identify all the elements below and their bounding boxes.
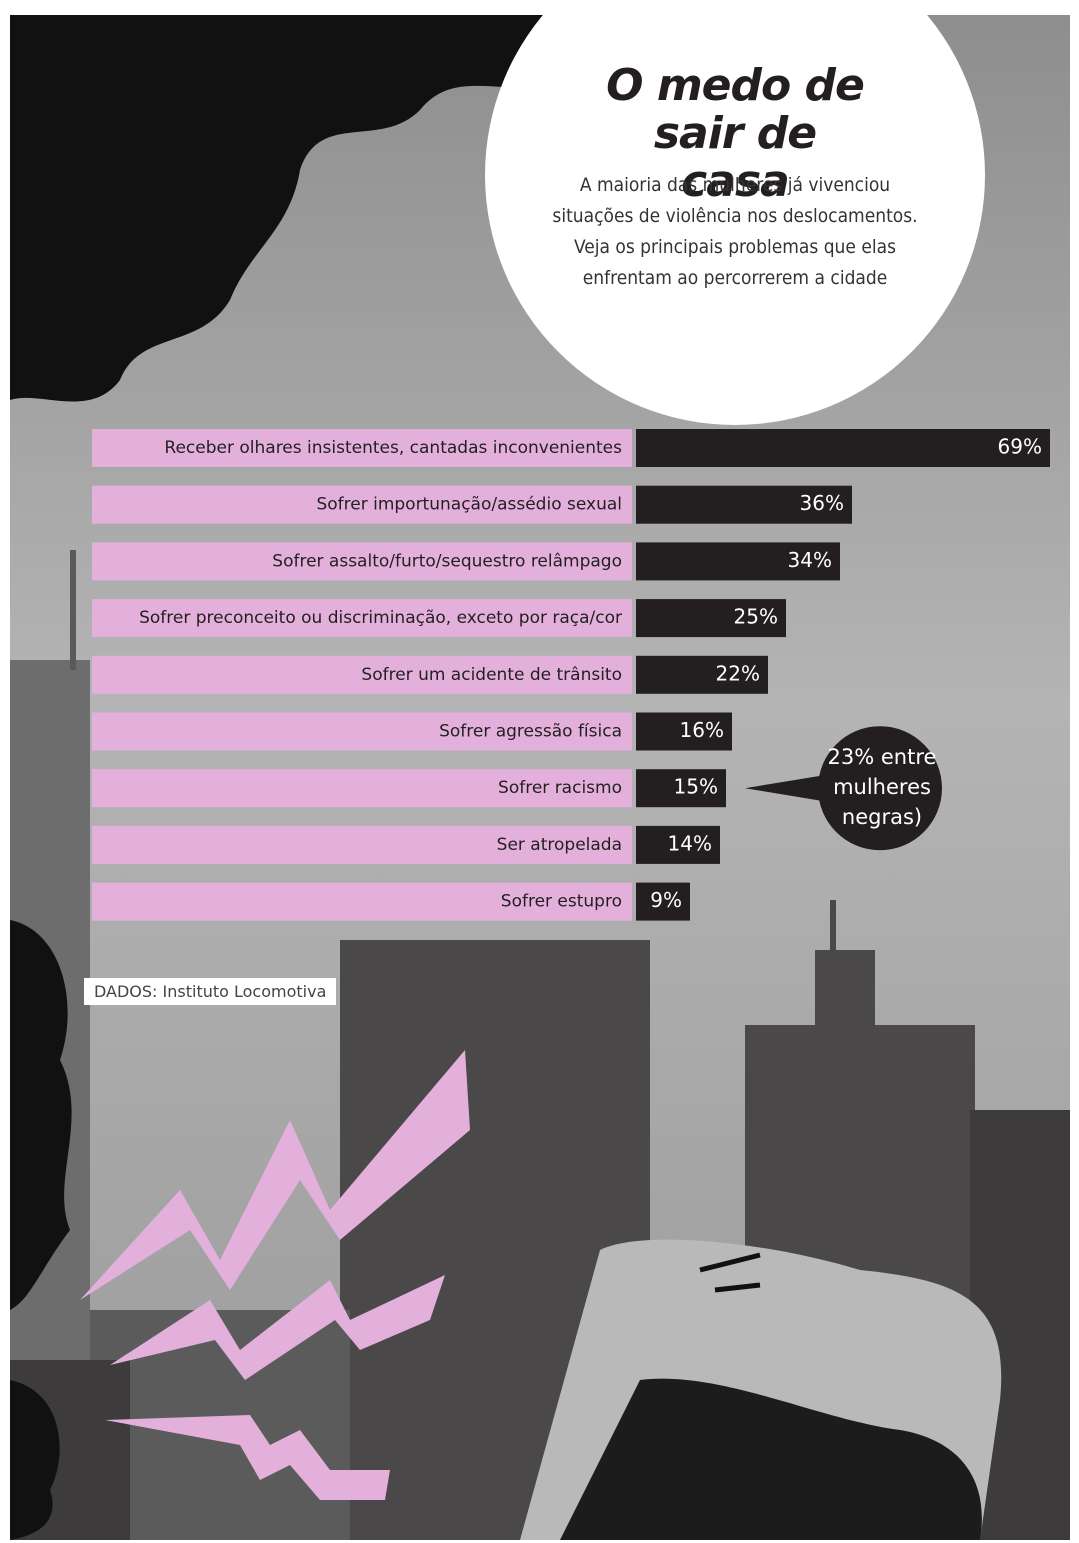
bar — [636, 429, 1050, 467]
category-label: Sofrer agressão física — [439, 722, 622, 742]
chart-title: O medo de sair de casa — [606, 60, 865, 207]
annotation-text: 23% entre mulheres negras) — [828, 745, 937, 829]
chart-subtitle: A maioria das mulheres já vivenciou situ… — [552, 174, 918, 289]
source-note: DADOS: Instituto Locomotiva — [84, 978, 337, 1005]
annotation-bubble — [745, 774, 830, 803]
category-label-bg — [92, 542, 632, 581]
bar — [636, 712, 732, 751]
category-label-bg — [92, 712, 632, 751]
category-label-bg — [92, 599, 632, 638]
value-label: 25% — [734, 605, 778, 629]
bar — [636, 485, 852, 524]
title-circle — [485, 0, 985, 425]
bar-chart: Receber olhares insistentes, cantadas in… — [92, 429, 1050, 921]
value-label: 34% — [788, 548, 832, 572]
bar — [636, 882, 690, 921]
value-label: 14% — [668, 831, 712, 855]
category-label: Sofrer preconceito ou discriminação, exc… — [139, 608, 622, 628]
bar — [636, 825, 720, 864]
category-label-bg — [92, 655, 632, 694]
value-label: 16% — [680, 718, 724, 742]
bar — [636, 769, 726, 808]
category-label-bg — [92, 882, 632, 921]
category-label-bg — [92, 429, 632, 467]
value-label: 69% — [998, 435, 1042, 459]
category-label-bg — [92, 769, 632, 808]
tree-silhouette — [10, 15, 720, 1540]
bar — [636, 599, 786, 638]
category-label-bg — [92, 825, 632, 864]
category-label: Sofrer estupro — [501, 892, 622, 912]
category-label: Sofrer racismo — [498, 778, 622, 798]
category-label: Sofrer importunação/assédio sexual — [316, 495, 622, 515]
category-label: Ser atropelada — [497, 835, 622, 855]
value-label: 22% — [716, 661, 760, 685]
category-label: Receber olhares insistentes, cantadas in… — [164, 438, 622, 458]
bar — [636, 542, 840, 581]
bar — [636, 655, 768, 694]
fist-illustration — [520, 1239, 1002, 1540]
value-label: 36% — [800, 491, 844, 515]
annotation-bubble — [818, 726, 942, 851]
value-label: 9% — [650, 888, 682, 912]
value-label: 15% — [674, 775, 718, 799]
category-label: Sofrer assalto/furto/sequestro relâmpago — [272, 551, 622, 571]
category-label-bg — [92, 485, 632, 524]
lightning-bolts — [80, 1050, 470, 1500]
category-label: Sofrer um acidente de trânsito — [361, 665, 622, 685]
